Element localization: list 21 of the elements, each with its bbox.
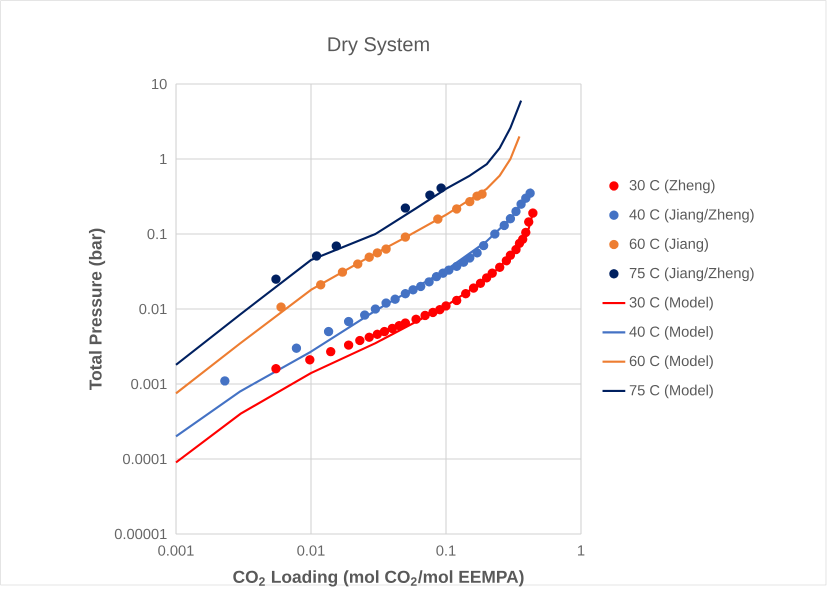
y-tick-label: 0.1: [147, 228, 167, 240]
legend-label: 40 C (Model): [629, 326, 713, 340]
y-tick-label: 0.0001: [122, 454, 167, 464]
chart-title: Dry System: [328, 37, 429, 56]
y-tick-label: 10: [152, 78, 167, 90]
y-tick-label: 0.01: [139, 304, 167, 314]
y-axis-title: Total Pressure (bar): [88, 228, 106, 390]
x-tick-label: 0.01: [297, 545, 325, 556]
x-tick-label: 0.1: [436, 545, 456, 556]
legend-label: 60 C (Model): [630, 355, 713, 370]
y-tick-label: 0.001: [131, 378, 167, 390]
x-tick-label: 1: [578, 545, 584, 556]
legend-label: 40 C (Jiang/Zheng): [629, 208, 754, 223]
legend-label: 30 C (Zheng): [630, 180, 714, 194]
legend-label: 30 C (Model): [630, 296, 713, 310]
legend-label: 60 C (Jiang): [630, 238, 708, 252]
legend-label: 75 C (Model): [630, 384, 713, 398]
y-tick-label: 0.00001: [114, 528, 167, 540]
legend-label: 75 C (Jiang/Zheng): [630, 267, 754, 282]
y-tick-label: 1: [160, 154, 167, 164]
x-axis-title: CO$_{2}$ Loading (mol CO$_{2}$/mol EEMPA): [233, 570, 524, 586]
